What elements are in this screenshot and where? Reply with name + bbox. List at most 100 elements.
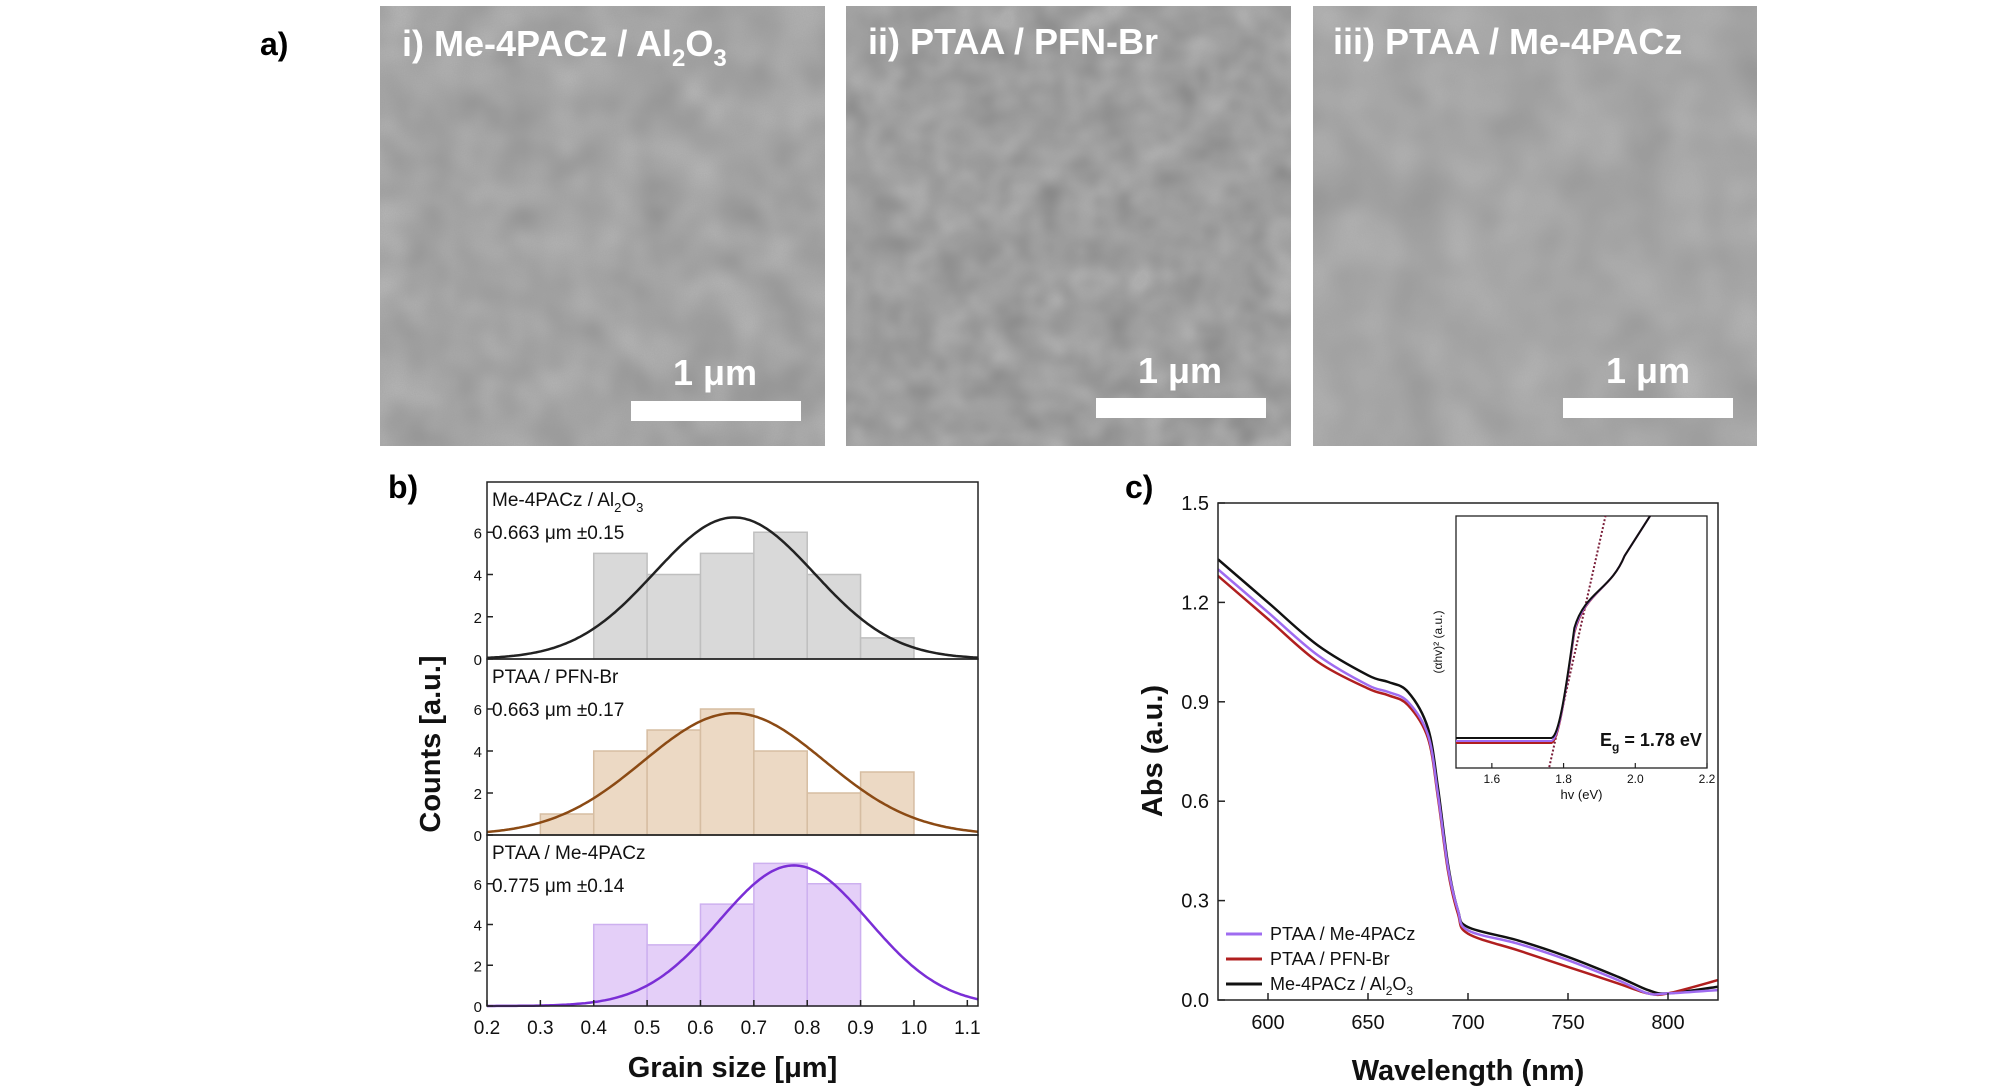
y-tick-label: 0.6 [1181,791,1209,813]
scale-label-2: 1 μm [1138,350,1222,391]
legend-subscript: 2 [1386,984,1393,998]
absorbance-curves [1218,558,1718,997]
histogram-bar [806,883,862,1007]
y-tick-label: 2 [474,786,482,803]
subplot-stat-label: 0.663 μm ±0.15 [492,523,624,544]
sem-image-3: iii) PTAA / Me-4PACz 1 μm [1313,6,1757,446]
x-tick-label: 0.9 [847,1018,873,1039]
bandgap-value: = 1.78 eV [1619,730,1702,750]
y-tick-label: 4 [474,568,482,585]
scale-label-3: 1 μm [1606,350,1690,391]
histogram-bar [646,944,702,1007]
bandgap-symbol: E [1600,730,1612,750]
x-tick-label: 700 [1451,1012,1484,1034]
sample-label-text: Me-4PACz / Al [492,490,614,511]
inset-x-tick-label: 1.8 [1555,772,1572,786]
y-axis-title: Abs (a.u.) [1137,685,1169,817]
legend-entry-text: PTAA / Me-4PACz [1270,924,1415,944]
sample-label-subscript: 3 [636,500,643,515]
bandgap-annotation: Eg = 1.78 eV [1600,730,1702,754]
y-tick-label: 0 [474,652,482,669]
y-tick-label: 0.0 [1181,990,1209,1012]
x-tick-label: 0.4 [581,1018,608,1039]
legend-entry-text: PTAA / PFN-Br [1270,949,1390,969]
y-tick-label: 0 [474,828,482,845]
x-tick-label: 0.5 [634,1018,660,1039]
scale-bar-2 [1096,398,1266,418]
absorbance-line [1218,568,1718,996]
x-tick-label: 0.8 [794,1018,820,1039]
inset-x-tick-label: 2.2 [1699,772,1716,786]
x-axis-title: Wavelength (nm) [1352,1055,1585,1087]
x-axis-title: Grain size [μm] [628,1052,838,1084]
sample-label-text: PTAA / Me-4PACz [492,843,645,864]
sem-image-1: i) Me-4PACz / Al2O3 1 μm [380,6,825,446]
sem-label-3: iii) PTAA / Me-4PACz [1333,21,1682,62]
x-tick-label: 0.3 [527,1018,553,1039]
y-tick-label: 2 [474,610,482,627]
inset-tauc-curve [1456,516,1652,739]
histogram-bar [646,729,702,836]
scale-label-1: 1 μm [673,352,757,393]
histogram-bar [859,637,915,660]
x-tick-label: 600 [1251,1012,1284,1034]
inset-curves [1456,516,1652,768]
panel-label-c: c) [1125,469,1153,505]
histogram-bar [806,573,862,660]
panel-label-b: b) [388,469,418,505]
scale-bar-3 [1563,398,1733,418]
sem-image-2: ii) PTAA / PFN-Br 1 μm [846,6,1291,446]
subplot-stat-label: 0.775 μm ±0.14 [492,876,625,897]
sample-label-text: O [621,490,636,511]
legend-subscript: 3 [1406,984,1413,998]
histogram-bar [859,771,915,836]
legend-entry: Me-4PACz / Al2O3 [1270,974,1413,998]
x-tick-label: 750 [1551,1012,1584,1034]
y-tick-label: 0.3 [1181,891,1209,913]
subplot-frame [486,834,979,1007]
legend-entry-text: Me-4PACz / Al [1270,974,1386,994]
inset-y-axis-title: (αhv)² (a.u.) [1431,611,1445,674]
bandgap-subscript: g [1612,740,1619,754]
x-tick-label: 650 [1351,1012,1384,1034]
histogram-bar [646,573,702,660]
gaussian-fit-line [486,516,979,660]
subplot-sample-label: Me-4PACz / Al2O3 [492,490,643,515]
histogram-bar [699,708,755,836]
histogram-bar [539,813,595,836]
gaussian-fit-line [486,711,979,834]
x-tick-label: 1.0 [901,1018,927,1039]
y-tick-label: 2 [474,958,482,975]
y-tick-label: 6 [474,702,482,719]
y-tick-label: 0 [474,999,482,1016]
sample-label-text: PTAA / PFN-Br [492,667,619,688]
y-tick-label: 1.5 [1181,493,1209,515]
sample-label-subscript: 2 [614,500,621,515]
x-tick-label: 0.7 [741,1018,767,1039]
histogram-bar [753,531,808,660]
scale-bar-1 [631,401,801,421]
panel-label-a: a) [260,26,288,62]
absorbance-chart: 600 650 700 750 800 0.0 0.3 0.6 0.9 1.2 1.5 Wavelen… [1137,493,1719,1087]
x-tick-label: 0.6 [687,1018,713,1039]
subplot-sample-label: PTAA / PFN-Br [492,667,619,688]
inset-x-tick-label: 1.6 [1484,772,1501,786]
inset-frame [1455,515,1708,769]
x-tick-label: 800 [1651,1012,1684,1034]
subplot-sample-label: PTAA / Me-4PACz [492,843,645,864]
inset-x-tick-label: 2.0 [1627,772,1644,786]
y-tick-label: 4 [474,918,482,935]
gaussian-fit-line [487,864,979,1008]
legend-entry-text: O [1392,974,1406,994]
y-tick-label: 6 [474,877,482,894]
sem-label-1: i) Me-4PACz / Al2O3 [402,23,727,72]
y-tick-label: 4 [474,744,482,761]
histogram-bar [753,862,808,1007]
histogram-bar [806,792,862,836]
y-tick-label: 0.9 [1181,692,1209,714]
y-axis-title: Counts [a.u.] [415,655,447,832]
histogram-bar [699,903,755,1007]
y-tick-label: 1.2 [1181,592,1209,614]
